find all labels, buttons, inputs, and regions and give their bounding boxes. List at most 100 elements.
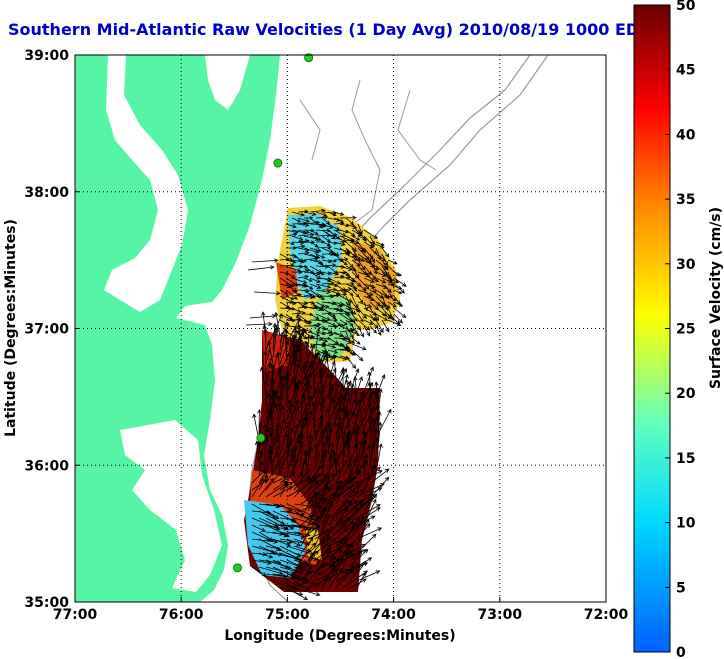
page-title: Southern Mid-Atlantic Raw Velocities (1 … [8,20,651,39]
velocity-vector [322,341,330,372]
velocity-vector [356,439,364,463]
velocity-vector [321,271,332,276]
velocity-vector [377,410,382,442]
velocity-vector [375,277,387,284]
velocity-vector [342,549,352,568]
velocity-vector [327,301,343,308]
velocity-vector [335,434,341,456]
velocity-vector [375,259,389,271]
velocity-vector [357,223,363,235]
velocity-vector [300,542,316,561]
velocity-vector [265,503,282,509]
velocity-vector [333,229,347,237]
velocity-vector [276,350,281,379]
velocity-vector [349,420,358,442]
velocity-vector [342,410,355,435]
velocity-vector [303,220,321,225]
velocity-vector [321,217,331,225]
velocity-vector [349,578,367,589]
velocity-vector [304,411,309,442]
grid-lines [75,55,606,602]
velocity-vector [267,392,274,421]
velocity-vector [313,443,319,463]
velocity-vector [309,229,319,235]
velocity-vector [290,451,295,477]
velocity-vector [335,507,349,526]
velocity-vector [363,229,379,239]
velocity-vector [357,241,367,254]
velocity-vector [327,223,341,231]
velocity-vector [321,501,333,526]
velocity-vector [333,241,346,247]
velocity-vector [272,426,280,442]
velocity-vector [356,560,367,575]
velocity-vector [303,319,313,324]
colorbar-tick-label: 35 [676,192,695,208]
colorbar [633,4,671,653]
velocity-vector [309,322,322,327]
velocity-vector [367,394,372,421]
velocity-vector [257,408,262,435]
velocity-vector [285,259,297,264]
velocity-vector [363,507,381,519]
velocity-vector [321,277,332,282]
velocity-vector [377,388,383,414]
y-tick-label: 39:00 [24,48,69,64]
velocity-vector [321,558,341,575]
velocity-vector [345,349,357,356]
velocity-vector [297,232,315,237]
velocity-vector [328,485,340,512]
velocity-vector [393,301,404,307]
velocity-vector [293,379,302,407]
velocity-vector [315,215,329,220]
velocity-vector [267,449,274,477]
radar-station-marker [273,158,283,168]
velocity-vector [272,517,295,530]
colorbar-tick-label: 30 [676,257,696,273]
velocity-vector [363,289,371,299]
velocity-vector [363,493,378,512]
velocity-vector [357,235,367,240]
velocity-vector [314,388,321,407]
velocity-vector [356,570,381,582]
velocity-vector [334,460,339,477]
velocity-vector [363,265,372,276]
velocity-vector [357,325,364,338]
velocity-vector [314,543,332,568]
velocity-vector [307,561,336,575]
velocity-vector [321,235,331,243]
velocity-vector [314,550,331,575]
velocity-vector [342,406,347,428]
velocity-vector [307,578,329,589]
velocity-vector [300,564,313,582]
velocity-vector [270,364,276,392]
velocity-vector [309,313,320,320]
colorbar-tick-label: 0 [676,645,686,659]
velocity-vector [293,552,319,561]
radar-station-marker [232,563,242,573]
velocity-vector [321,294,335,299]
velocity-vector [357,259,366,271]
velocity-vector [324,424,330,456]
velocity-vector [309,235,322,241]
velocity-vector [311,370,316,400]
velocity-vector [286,330,299,358]
velocity-vector [315,289,331,294]
velocity-vector [342,507,359,526]
velocity-vector [315,283,332,289]
velocity-vector [291,211,305,217]
velocity-vector [300,473,322,484]
velocity-vector [377,443,383,463]
chesapeake-bay [104,55,188,312]
velocity-vector [258,566,284,575]
velocity-vector [307,395,313,414]
velocity-vector [291,310,306,316]
velocity-vector [351,331,361,336]
x-tick-label: 74:00 [371,607,416,623]
velocity-vector [356,518,370,547]
velocity-vector [344,411,351,435]
velocity-vector [345,295,351,307]
velocity-vector [363,259,376,268]
velocity-vector [328,428,333,449]
x-tick-label: 76:00 [159,607,204,623]
